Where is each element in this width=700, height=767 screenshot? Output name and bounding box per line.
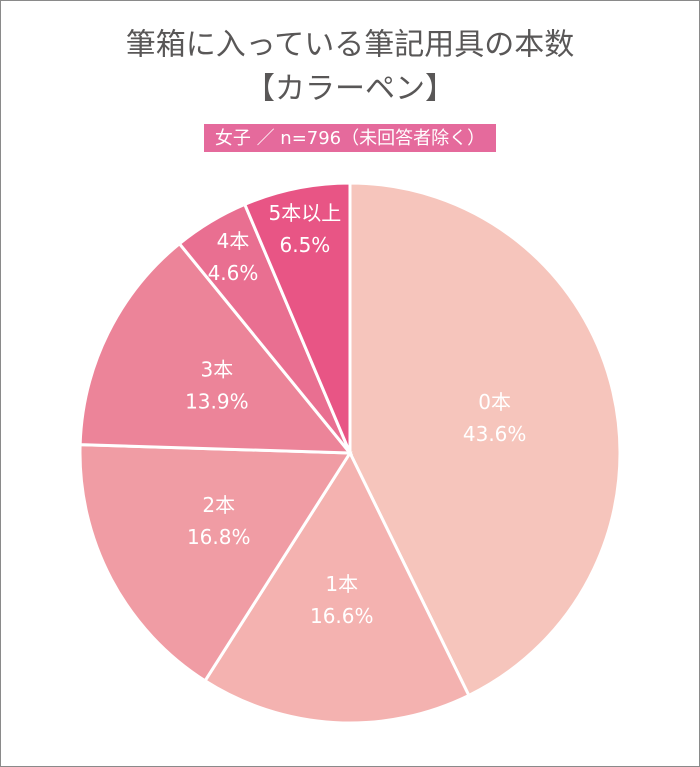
pie-slice <box>78 241 354 455</box>
value-label: 16.6% <box>310 604 374 628</box>
value-label: 16.8% <box>187 525 251 549</box>
pie-slice <box>78 443 353 683</box>
value-label: 13.9% <box>185 390 249 414</box>
chart-subtitle: 女子 ／ n=796（未回答者除く） <box>215 128 485 149</box>
subtitle-badge <box>204 124 496 152</box>
chart-title: 筆箱に入っている筆記用具の本数 <box>126 28 575 63</box>
pie-slice <box>242 181 352 454</box>
slice-label: 5本以上 <box>269 201 342 225</box>
value-label: 4.6% <box>208 261 259 285</box>
slice-label: 3本 <box>200 358 233 382</box>
pie-slice <box>202 449 471 725</box>
slice-label: 2本 <box>202 493 235 517</box>
slice-label: 1本 <box>325 572 358 596</box>
chart-title: 【カラーペン】 <box>245 72 455 107</box>
slice-label: 0本 <box>478 390 511 414</box>
value-label: 43.6% <box>463 422 527 446</box>
pie-slice <box>348 181 622 698</box>
slice-label: 4本 <box>217 229 250 253</box>
value-label: 6.5% <box>279 233 330 257</box>
